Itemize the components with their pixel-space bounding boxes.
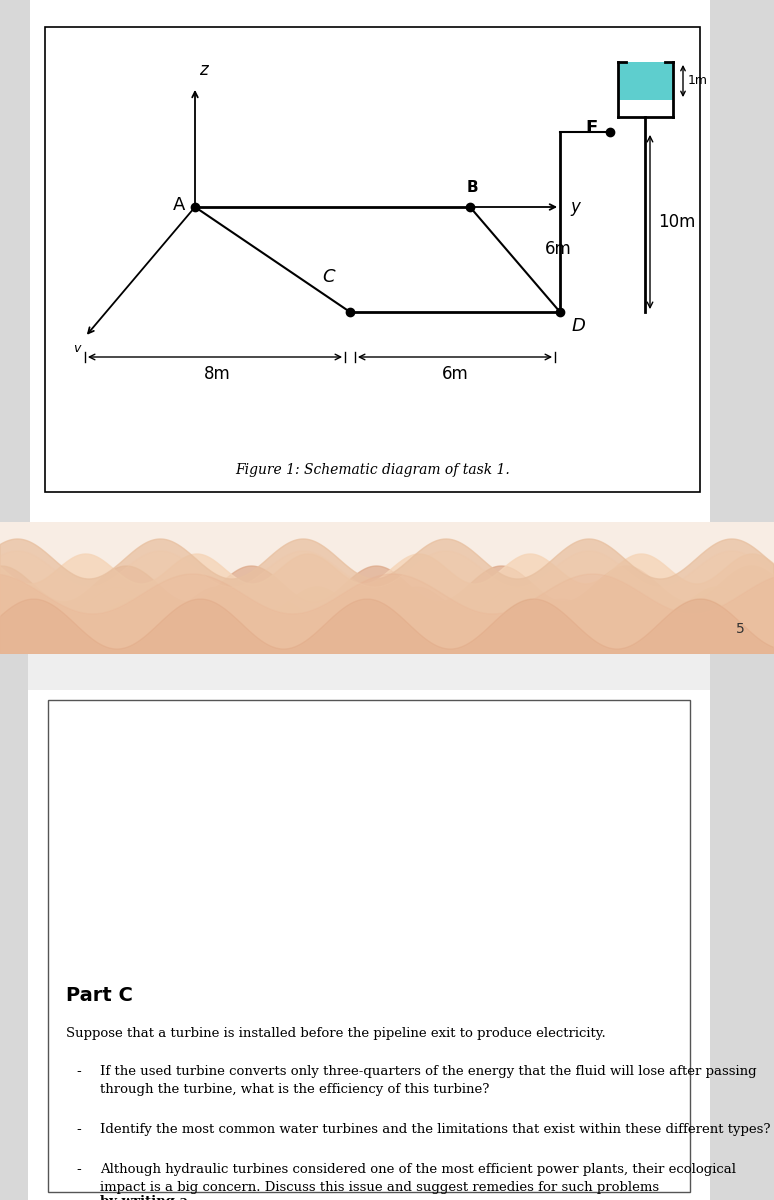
Text: A: A bbox=[173, 196, 185, 214]
Text: 10m: 10m bbox=[658, 214, 695, 230]
Bar bbox=[618, 62, 673, 100]
Bar bbox=[45, 26, 700, 492]
Text: z: z bbox=[199, 61, 207, 79]
Bar bbox=[48, 700, 690, 1192]
Text: C: C bbox=[323, 268, 335, 286]
Text: Figure 1: Schematic diagram of task 1.: Figure 1: Schematic diagram of task 1. bbox=[235, 463, 510, 478]
Text: -: - bbox=[76, 1163, 80, 1176]
Text: F: F bbox=[586, 119, 598, 137]
Text: Identify the most common water turbines and the limitations that exist within th: Identify the most common water turbines … bbox=[100, 1123, 770, 1136]
Text: Although hydraulic turbines considered one of the most efficient power plants, t: Although hydraulic turbines considered o… bbox=[100, 1163, 736, 1194]
Text: -: - bbox=[76, 1123, 80, 1136]
Text: 8m: 8m bbox=[204, 365, 231, 383]
Text: Part C: Part C bbox=[66, 986, 133, 1006]
Bar bbox=[0, 0, 30, 522]
Text: v: v bbox=[74, 342, 80, 355]
Text: B: B bbox=[466, 180, 478, 194]
Text: 6m: 6m bbox=[442, 365, 468, 383]
Bar bbox=[710, 654, 774, 1200]
Bar bbox=[28, 654, 710, 690]
Text: 6m: 6m bbox=[545, 240, 572, 258]
Text: 5: 5 bbox=[735, 622, 745, 636]
Text: by writing a
short paragraph?: by writing a short paragraph? bbox=[100, 1195, 228, 1200]
Text: D: D bbox=[572, 317, 586, 335]
Text: Suppose that a turbine is installed before the pipeline exit to produce electric: Suppose that a turbine is installed befo… bbox=[66, 1027, 606, 1040]
Text: 1m: 1m bbox=[688, 74, 708, 88]
Bar bbox=[710, 0, 774, 522]
Text: y: y bbox=[570, 198, 580, 216]
Text: If the used turbine converts only three-quarters of the energy that the fluid wi: If the used turbine converts only three-… bbox=[100, 1066, 757, 1096]
Text: -: - bbox=[76, 1066, 80, 1078]
Bar bbox=[0, 654, 28, 1200]
